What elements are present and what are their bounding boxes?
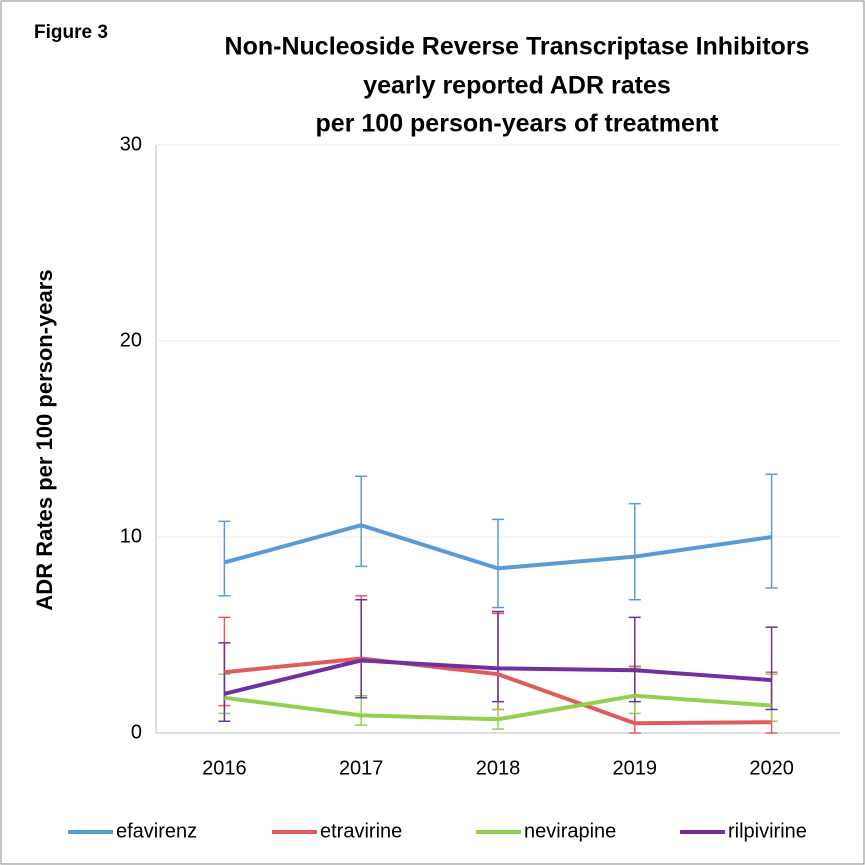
x-tick-label: 2018 [476,757,521,779]
chart-title: per 100 person-years of treatment [316,110,720,138]
chart-title: Non-Nucleoside Reverse Transcriptase Inh… [225,33,810,61]
series-line [223,658,772,696]
legend-label: rilpivirine [728,820,807,842]
y-tick-label: 0 [131,721,142,743]
legend-label: etravirine [320,820,402,842]
x-tick-label: 2020 [749,757,794,779]
legend-label: efavirenz [116,820,197,842]
legend-label: nevirapine [524,820,616,842]
x-tick-label: 2019 [613,757,658,779]
y-tick-label: 20 [120,329,142,351]
y-tick-label: 10 [120,525,142,547]
y-axis-label: ADR Rates per 100 person-years [32,269,57,610]
x-tick-label: 2017 [339,757,384,779]
y-tick-label: 30 [120,133,142,155]
series-line [223,523,772,571]
series-line [224,656,772,726]
chart-title: yearly reported ADR rates [363,72,671,100]
series-line [224,693,772,722]
figure-label: Figure 3 [34,22,108,43]
x-tick-label: 2016 [202,757,247,779]
